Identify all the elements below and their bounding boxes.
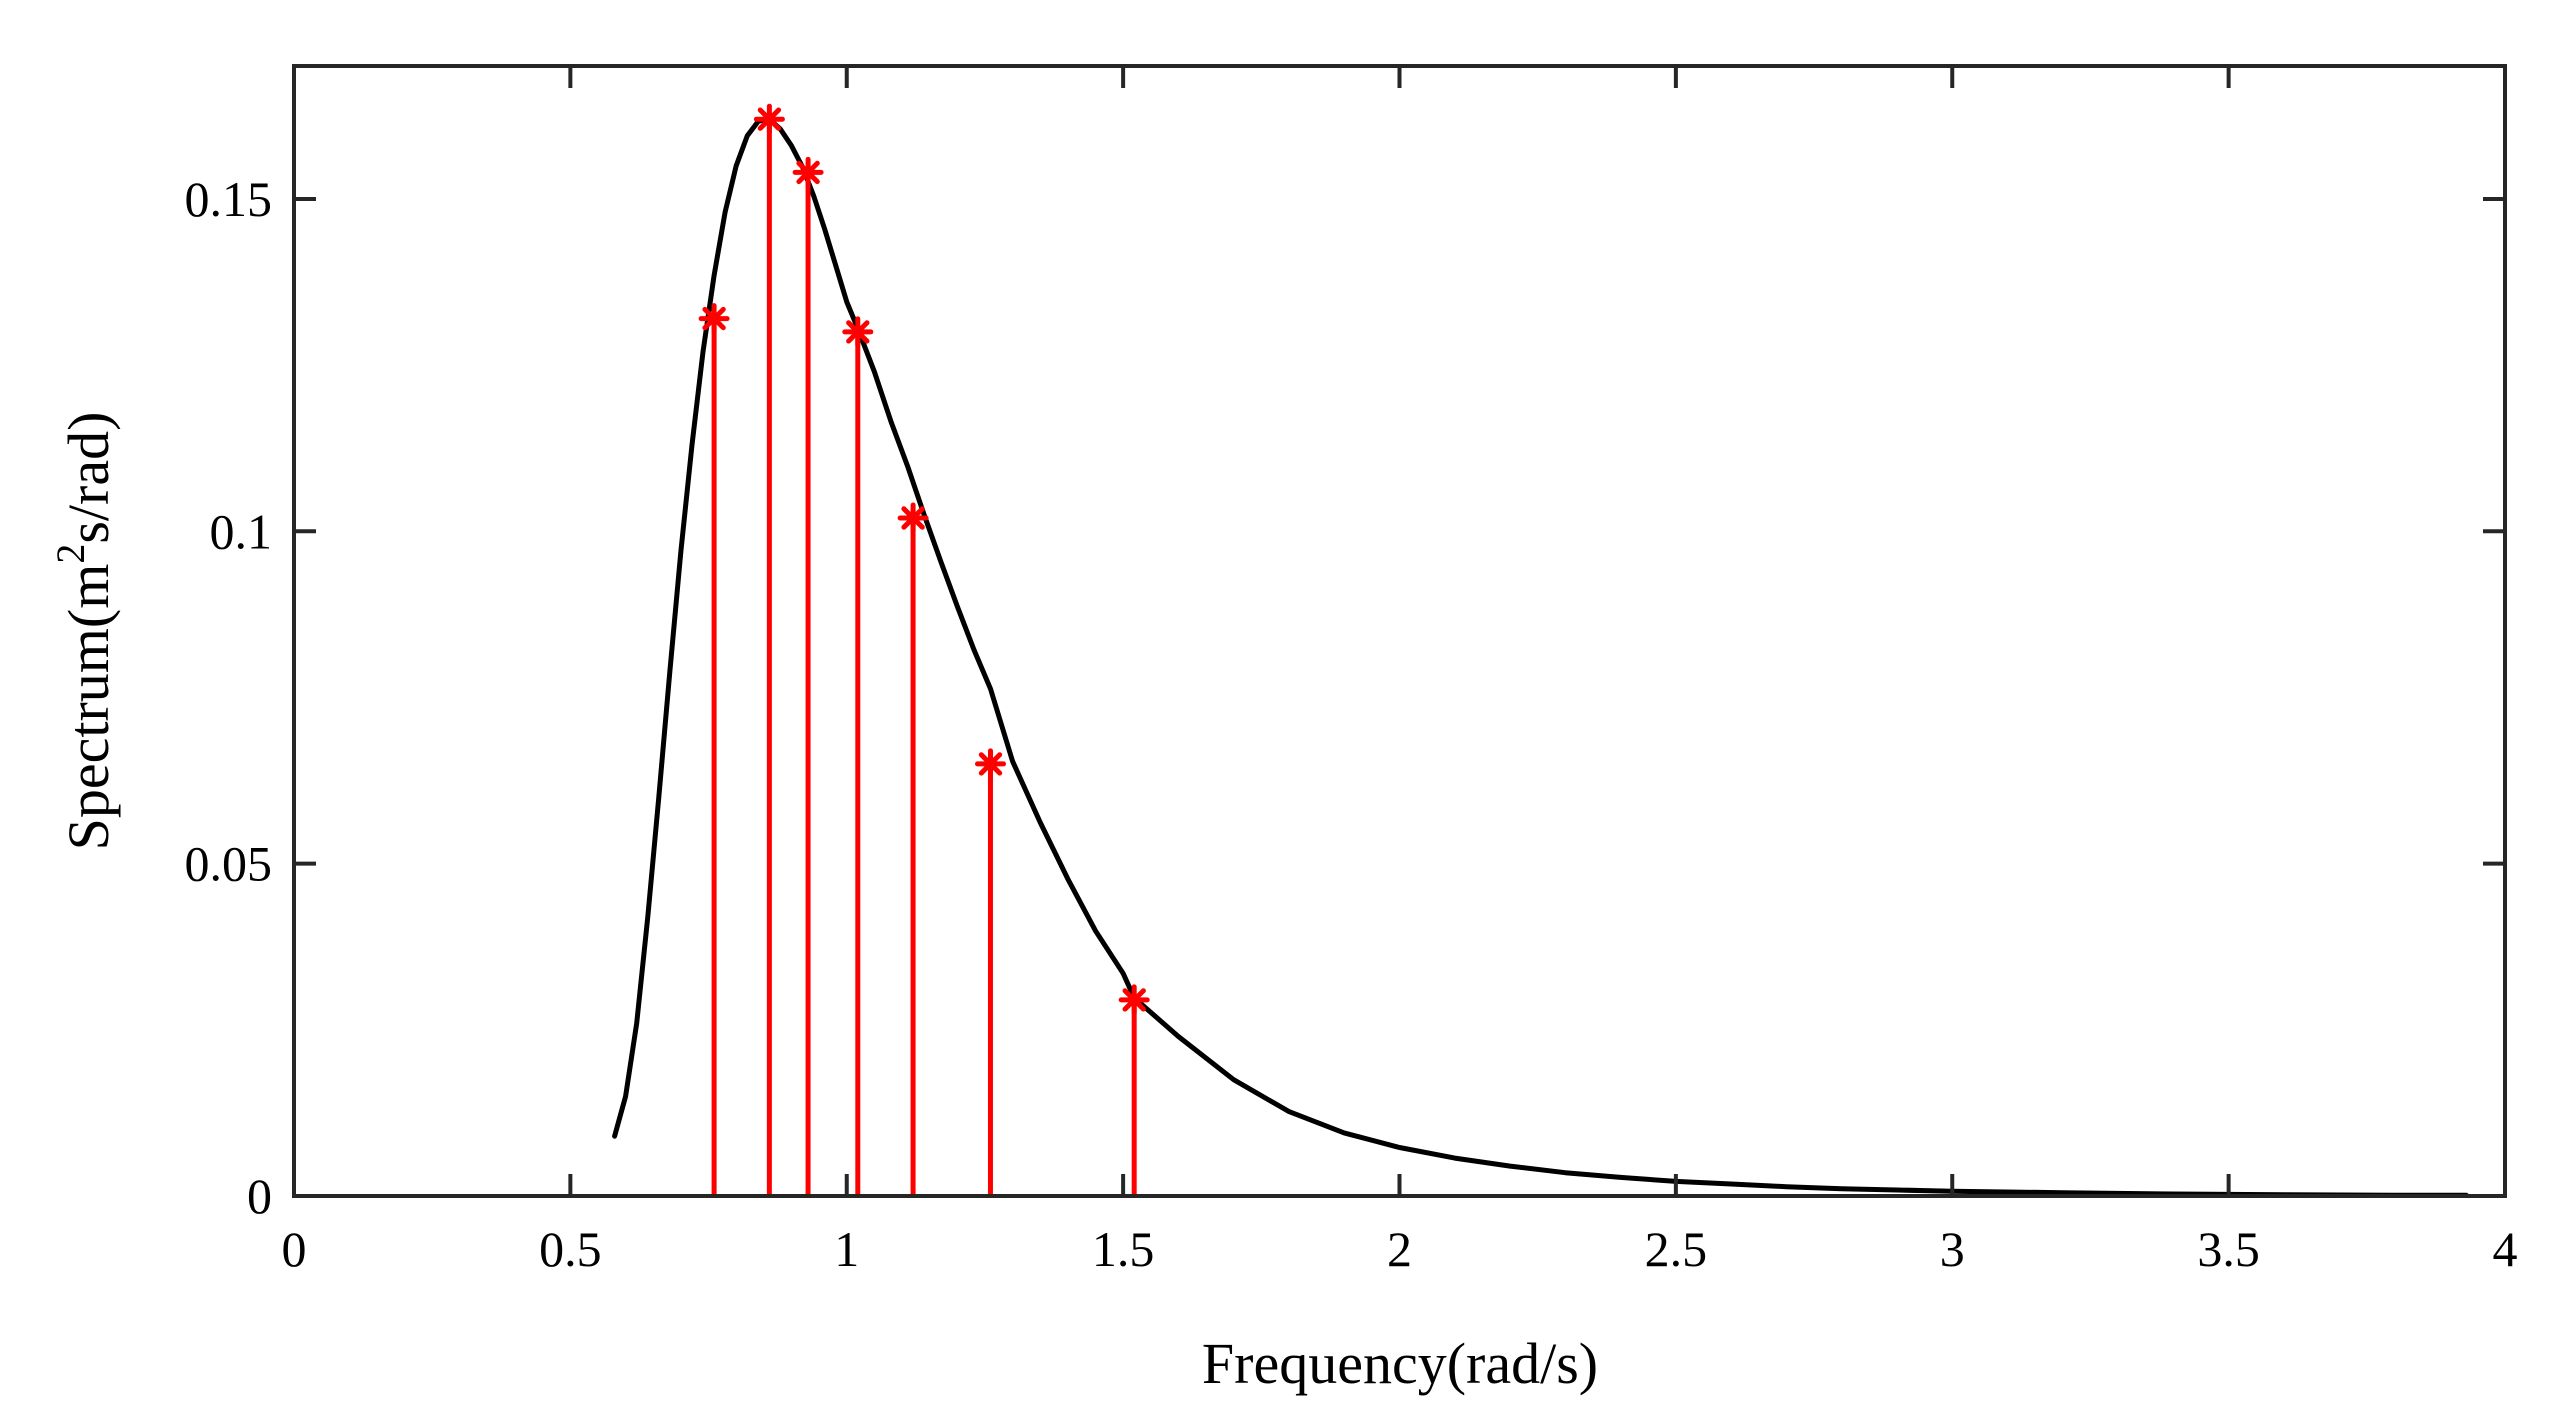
stem-marker: [795, 159, 821, 185]
x-tick-label: 2: [1387, 1221, 1412, 1277]
x-axis-title: Frequency(rad/s): [1202, 1331, 1598, 1396]
y-tick-label: 0.15: [185, 171, 273, 227]
stem-marker: [845, 319, 871, 345]
x-tick-label: 0: [282, 1221, 307, 1277]
stem-marker: [900, 505, 926, 531]
x-tick-label: 3.5: [2197, 1221, 2260, 1277]
chart-background: [0, 0, 2558, 1414]
y-tick-label: 0.1: [210, 503, 273, 559]
stem-marker: [756, 106, 782, 132]
x-tick-label: 1: [834, 1221, 859, 1277]
y-axis-title-superscript: 2: [48, 544, 93, 564]
y-axis-title-prefix: Spectrum(m: [56, 564, 121, 851]
x-tick-label: 4: [2493, 1221, 2518, 1277]
y-axis-title-suffix: s/rad): [56, 412, 121, 544]
stem-marker: [978, 751, 1004, 777]
y-tick-label: 0: [247, 1168, 272, 1224]
stem-marker: [1121, 987, 1147, 1013]
x-tick-label: 0.5: [539, 1221, 602, 1277]
stem-marker: [701, 306, 727, 332]
x-tick-label: 3: [1940, 1221, 1965, 1277]
y-tick-label: 0.05: [185, 836, 273, 892]
spectrum-chart: 0 0.5 1 1.5 2 2.5 3 3.5 4 0 0.05 0.1 0.15 Frequency(…: [0, 0, 2558, 1414]
x-tick-label: 1.5: [1092, 1221, 1155, 1277]
x-tick-label: 2.5: [1645, 1221, 1708, 1277]
y-axis-title: Spectrum(m2s/rad): [48, 412, 121, 851]
